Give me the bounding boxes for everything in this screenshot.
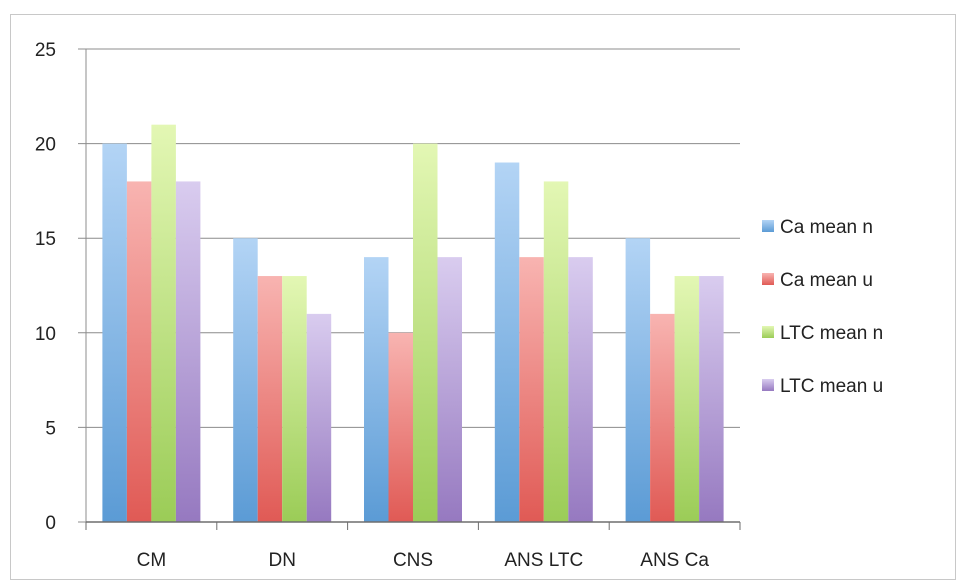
bar-cm-ca-mean-n: [102, 143, 127, 522]
y-tick-label: 15: [35, 229, 56, 250]
bar-dn-ltc-mean-n: [282, 276, 307, 522]
bar-cm-ltc-mean-n: [151, 124, 176, 523]
y-tick-label: 0: [45, 513, 56, 534]
x-category-label: CNS: [393, 550, 433, 571]
legend-label: LTC mean u: [780, 376, 883, 397]
y-tick-label: 25: [35, 40, 56, 61]
y-tick-label: 10: [35, 324, 56, 345]
y-tick-label: 5: [45, 418, 56, 439]
legend-swatch: [762, 326, 774, 338]
legend-label: Ca mean u: [780, 270, 873, 291]
bar-cm-ltc-mean-u: [175, 181, 201, 522]
bar-ans-ca-ltc-mean-u: [699, 276, 724, 522]
bar-dn-ca-mean-u: [257, 276, 283, 522]
x-axis-category-labels: CM DN CNS ANS LTC ANS Ca: [137, 550, 710, 571]
x-category-label: ANS LTC: [504, 550, 583, 571]
y-axis-tick-labels: 0 5 10 15 20 25: [35, 40, 56, 534]
legend-swatch: [762, 220, 774, 232]
legend-label: Ca mean n: [780, 217, 873, 238]
axes: [85, 49, 741, 530]
bar-ans-ltc-ca-mean-n: [494, 162, 520, 522]
bar-cns-ca-mean-n: [364, 257, 389, 522]
bar-ans-ca-ltc-mean-n: [674, 276, 700, 522]
bar-ans-ltc-ca-mean-u: [519, 257, 544, 522]
x-category-label: ANS Ca: [640, 550, 709, 571]
bar-ans-ca-ca-mean-u: [650, 313, 675, 522]
y-tick-label: 20: [35, 135, 56, 156]
bar-cm-ca-mean-u: [126, 181, 152, 522]
bar-cns-ca-mean-u: [388, 332, 413, 522]
legend-swatch: [762, 379, 774, 391]
bar-cns-ltc-mean-u: [437, 257, 462, 522]
bar-cns-ltc-mean-n: [413, 143, 438, 522]
legend: Ca mean n Ca mean u LTC mean n LTC mean u: [762, 217, 883, 397]
bars: [102, 124, 724, 523]
bar-dn-ltc-mean-u: [306, 313, 332, 522]
bar-ans-ltc-ltc-mean-n: [543, 181, 569, 522]
legend-label: LTC mean n: [780, 323, 883, 344]
bar-dn-ca-mean-n: [233, 238, 258, 522]
bar-ans-ca-ca-mean-n: [625, 238, 651, 522]
legend-swatch: [762, 273, 774, 285]
x-category-label: DN: [268, 550, 295, 571]
x-category-label: CM: [137, 550, 167, 571]
bar-ans-ltc-ltc-mean-u: [568, 257, 593, 522]
